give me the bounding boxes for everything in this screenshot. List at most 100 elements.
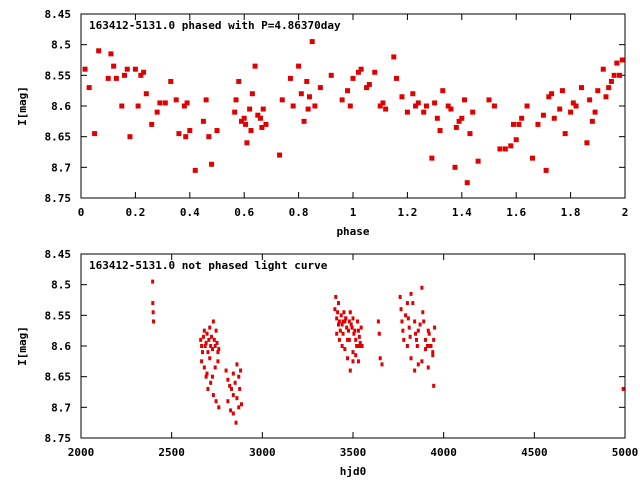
data-point [122, 72, 128, 78]
data-point [229, 408, 233, 413]
data-point [345, 325, 349, 330]
data-point [394, 75, 400, 81]
data-point [143, 91, 149, 97]
data-point [208, 325, 212, 330]
data-point [415, 344, 419, 348]
data-point [141, 69, 147, 75]
data-point [335, 316, 339, 321]
x-tick-label: 1.8 [561, 206, 581, 219]
data-point [252, 63, 258, 69]
data-point [298, 91, 304, 97]
data-point [418, 322, 422, 327]
data-point [470, 109, 476, 115]
data-point [404, 109, 410, 115]
data-point [135, 103, 141, 109]
data-point [214, 128, 220, 134]
x-tick-label: 2 [622, 206, 629, 219]
data-point [343, 319, 347, 324]
data-point [290, 103, 296, 109]
data-point [184, 100, 190, 106]
data-point [349, 322, 353, 327]
x-tick-label: 1 [350, 206, 357, 219]
data-point [378, 356, 382, 361]
data-point [429, 155, 435, 161]
y-tick-label: 8.7 [51, 161, 71, 174]
data-point [413, 319, 417, 324]
data-point [421, 109, 427, 115]
x-tick-label: 1.2 [397, 206, 417, 219]
data-point [357, 334, 361, 339]
data-point [343, 347, 347, 352]
data-point [235, 362, 239, 367]
data-point [432, 100, 438, 106]
x-axis-label: hjd0 [340, 465, 367, 478]
data-point [448, 106, 454, 112]
data-point [231, 393, 235, 398]
data-point [356, 359, 360, 364]
data-point [546, 94, 552, 100]
y-tick-label: 8.65 [45, 371, 72, 384]
y-axis-ticks: 8.45 8.5 8.55 8.6 8.65 8.7 8.75 [45, 8, 625, 205]
data-point [595, 88, 601, 94]
data-point [420, 359, 424, 364]
data-point [151, 301, 155, 306]
y-tick-label: 8.45 [45, 248, 72, 261]
data-point [410, 91, 416, 97]
data-point [336, 322, 340, 327]
data-point [570, 100, 576, 106]
data-point [423, 103, 429, 109]
data-point [614, 60, 620, 66]
data-points [82, 39, 625, 186]
chart-title: 163412-5131.0 phased with P=4.86370day [89, 19, 341, 32]
data-point [234, 420, 238, 425]
data-point [416, 328, 420, 333]
data-point [341, 331, 345, 336]
data-point [92, 131, 98, 137]
data-point [502, 146, 508, 152]
y-tick-label: 8.55 [45, 309, 72, 322]
data-point [606, 85, 612, 91]
data-point [200, 118, 206, 124]
data-point [204, 340, 208, 345]
data-point [258, 115, 264, 121]
data-point [559, 88, 565, 94]
data-point [347, 319, 351, 324]
data-point [427, 344, 431, 348]
data-point [209, 344, 213, 348]
data-point [202, 365, 206, 370]
data-point [241, 115, 247, 121]
data-point [237, 405, 241, 410]
data-point [400, 319, 404, 324]
data-point [359, 325, 363, 330]
data-point [152, 319, 156, 324]
data-point [519, 115, 525, 121]
data-point [200, 359, 204, 364]
y-tick-label: 8.55 [45, 69, 72, 82]
data-point [420, 285, 424, 290]
x-tick-label: 0.8 [289, 206, 309, 219]
data-point [231, 371, 235, 376]
data-point [508, 143, 514, 149]
data-point [211, 319, 215, 324]
data-point [151, 310, 155, 315]
data-point [208, 356, 212, 361]
data-point [216, 350, 220, 355]
x-tick-label: 0 [78, 206, 85, 219]
data-point [233, 380, 237, 385]
data-point [214, 399, 218, 404]
data-point [356, 319, 360, 324]
data-point [277, 152, 283, 158]
data-point [366, 82, 372, 88]
data-point [132, 66, 138, 72]
x-tick-label: 5000 [612, 446, 639, 459]
data-point [238, 386, 242, 391]
data-point [407, 325, 411, 330]
data-point [347, 103, 353, 109]
data-point [350, 75, 356, 81]
phased-light-curve-chart: 8.45 8.5 8.55 8.6 8.65 8.7 8.75 0 0.2 0.4 0.6 0.8 1… [16, 8, 628, 238]
data-point [301, 118, 307, 124]
data-point [359, 344, 363, 348]
data-point [611, 72, 617, 78]
data-point [603, 94, 609, 100]
data-point [424, 337, 428, 342]
